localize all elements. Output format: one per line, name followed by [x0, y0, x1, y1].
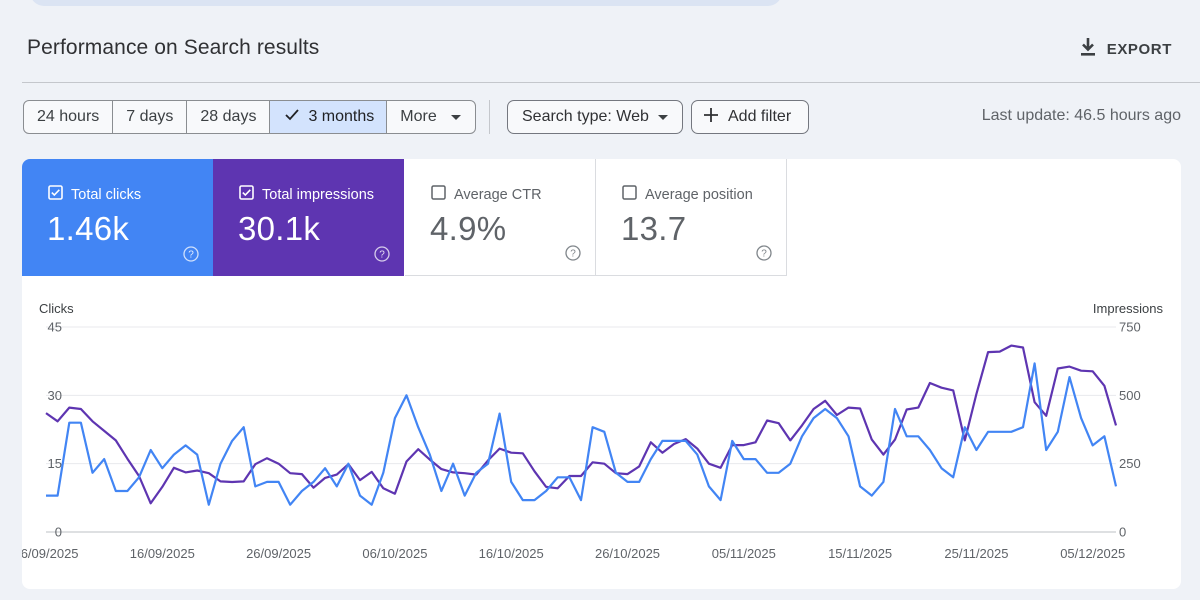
caret-down-icon: [658, 108, 668, 126]
download-icon: [1079, 37, 1097, 61]
range-label: 3 months: [308, 108, 375, 125]
x-tick-label: 05/11/2025: [712, 546, 776, 561]
x-tick-label: 16/10/2025: [479, 546, 544, 561]
left-tick-label: 15: [48, 456, 62, 471]
search-type-label: Search type: Web: [522, 108, 649, 125]
metric-label: Average CTR: [454, 186, 542, 203]
range-7-days[interactable]: 7 days: [113, 101, 188, 133]
range-28-days[interactable]: 28 days: [187, 101, 271, 133]
x-tick-label: 06/10/2025: [362, 546, 427, 561]
last-update-text: Last update: 46.5 hours ago: [981, 107, 1181, 124]
metric-value: 13.7: [621, 210, 687, 247]
export-label: EXPORT: [1106, 40, 1172, 58]
right-tick-label: 250: [1119, 456, 1141, 471]
range-24-hours[interactable]: 24 hours: [24, 101, 114, 133]
x-tick-label: 26/10/2025: [595, 546, 660, 561]
toolbar-separator: [489, 100, 490, 134]
range-label: More: [400, 108, 437, 125]
right-axis-label: Impressions: [1093, 301, 1164, 316]
checkmark-icon: [284, 108, 300, 127]
top-banner-edge: [30, 0, 782, 6]
right-tick-label: 500: [1119, 388, 1141, 403]
range-label: 28 days: [200, 108, 257, 125]
range-label: 24 hours: [37, 108, 100, 125]
series-line-clicks: [46, 362, 1118, 506]
metric-label: Total impressions: [262, 186, 375, 203]
left-axis-label: Clicks: [39, 301, 74, 316]
date-range-selector: 24 hours 7 days 28 days 3 months More: [23, 100, 476, 134]
right-tick-label: 0: [1119, 525, 1126, 540]
x-tick-label: 05/12/2025: [1060, 546, 1125, 561]
svg-text:?: ?: [188, 250, 194, 261]
right-tick-label: 750: [1119, 320, 1141, 335]
metric-average-position[interactable]: Average position 13.7 ?: [596, 159, 787, 276]
checkbox-checked-icon: [48, 185, 63, 204]
metric-label: Total clicks: [71, 186, 142, 203]
left-tick-label: 30: [48, 388, 62, 403]
x-tick-label: 15/11/2025: [828, 546, 892, 561]
range-more-dropdown[interactable]: More: [387, 101, 474, 133]
x-tick-label: 26/09/2025: [246, 546, 311, 561]
metric-value: 30.1k: [238, 210, 321, 247]
x-tick-label: 06/09/2025: [22, 546, 79, 561]
range-label: 7 days: [126, 108, 174, 125]
left-tick-label: 0: [55, 525, 62, 540]
checkbox-unchecked-icon: [622, 185, 637, 204]
caret-down-icon: [450, 108, 461, 126]
add-filter-label: Add filter: [728, 108, 792, 125]
export-button[interactable]: EXPORT: [1079, 36, 1172, 62]
performance-card: Total clicks 1.46k ? Total impressions 3…: [22, 159, 1181, 589]
metric-total-clicks[interactable]: Total clicks 1.46k ?: [22, 159, 213, 276]
x-tick-label: 25/11/2025: [944, 546, 1008, 561]
svg-text:?: ?: [379, 250, 385, 261]
svg-text:?: ?: [761, 249, 767, 260]
range-3-months[interactable]: 3 months: [270, 101, 388, 133]
plus-icon: [704, 107, 718, 127]
series-line-impressions: [45, 344, 1118, 505]
help-circle-icon[interactable]: ?: [374, 246, 390, 262]
x-tick-label: 16/09/2025: [130, 546, 195, 561]
help-circle-icon[interactable]: ?: [565, 245, 581, 261]
checkbox-unchecked-icon: [431, 185, 446, 204]
search-type-dropdown[interactable]: Search type: Web: [507, 100, 683, 134]
checkbox-checked-icon: [239, 185, 254, 204]
metric-average-ctr[interactable]: Average CTR 4.9% ?: [405, 159, 596, 276]
metric-label: Average position: [645, 186, 753, 203]
add-filter-button[interactable]: Add filter: [691, 100, 809, 134]
metric-value: 4.9%: [430, 210, 507, 247]
svg-text:?: ?: [570, 249, 576, 260]
left-tick-label: 45: [48, 320, 62, 335]
metric-total-impressions[interactable]: Total impressions 30.1k ?: [213, 159, 404, 276]
help-circle-icon[interactable]: ?: [183, 246, 199, 262]
title-divider: [22, 82, 1200, 83]
help-circle-icon[interactable]: ?: [756, 245, 772, 261]
metric-value: 1.46k: [47, 210, 130, 247]
page-title: Performance on Search results: [27, 36, 320, 59]
